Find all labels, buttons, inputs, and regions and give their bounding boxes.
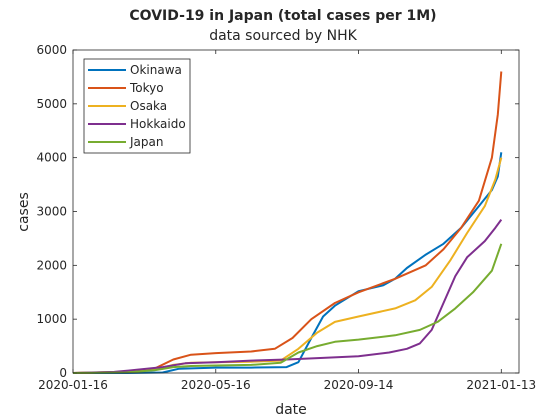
x-tick-label: 2021-01-13 [466,378,536,392]
x-tick-label: 2020-09-14 [324,378,394,392]
x-tick-label: 2020-01-16 [38,378,108,392]
y-tick-label: 2000 [36,258,67,272]
y-tick-label: 0 [59,366,67,380]
y-tick-label: 3000 [36,205,67,219]
legend-label-osaka: Osaka [130,99,167,113]
y-axis-label: cases [16,192,32,231]
legend: Okinawa Tokyo Osaka Hokkaido Japan [83,58,191,154]
y-tick-label: 6000 [36,43,67,57]
chart-title: COVID-19 in Japan (total cases per 1M) [129,8,436,24]
y-tick-label: 4000 [36,151,67,165]
series-line-japan [72,243,503,374]
legend-label-okinawa: Okinawa [130,63,182,77]
x-axis-label: date [275,402,307,418]
legend-label-hokkaido: Hokkaido [130,117,186,131]
legend-label-japan: Japan [129,135,163,149]
y-tick-label: 5000 [36,97,67,111]
series-line-hokkaido [72,219,503,374]
series-line-tokyo [72,71,503,374]
x-tick-label: 2020-05-16 [181,378,251,392]
chart-subtitle: data sourced by NHK [209,28,357,44]
y-tick-label: 1000 [36,312,67,326]
legend-label-tokyo: Tokyo [129,81,164,95]
